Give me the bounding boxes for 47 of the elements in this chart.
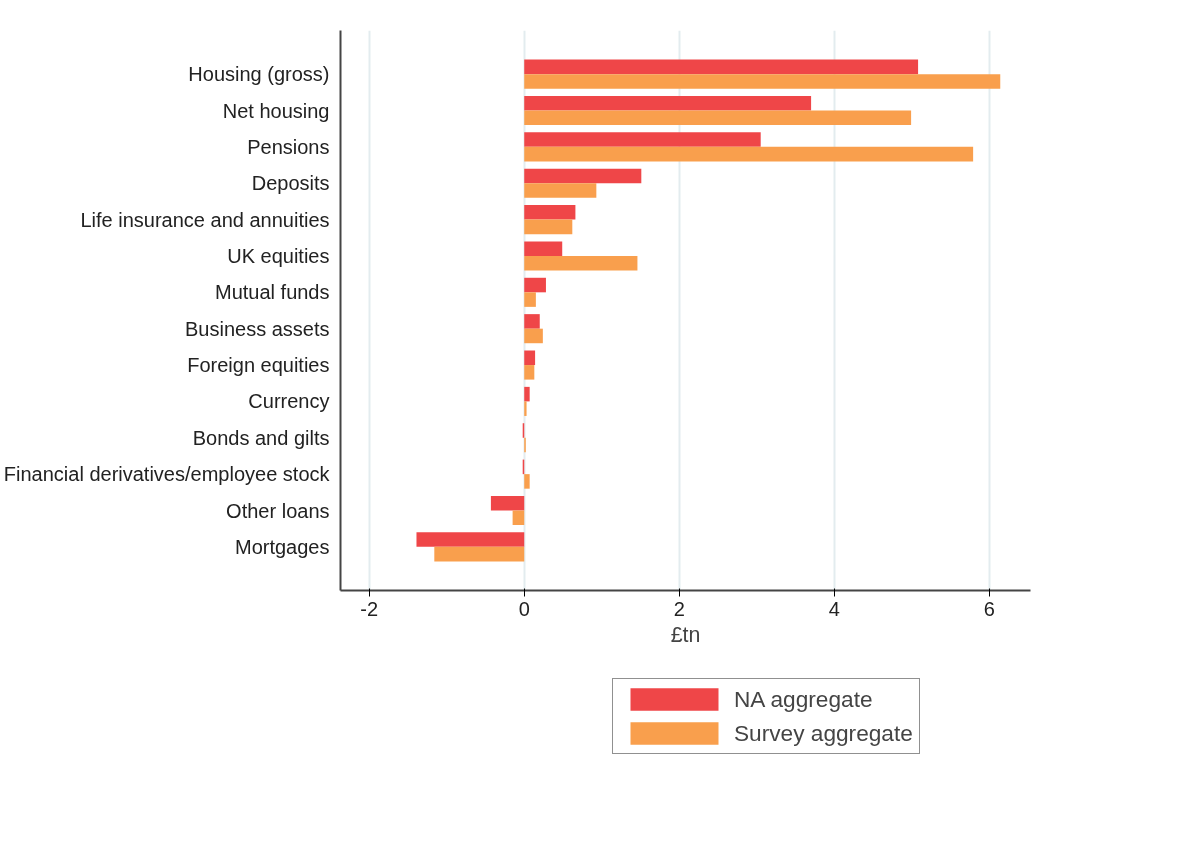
bar bbox=[524, 350, 536, 366]
x-tick-label: 4 bbox=[828, 597, 840, 620]
bar bbox=[434, 546, 525, 562]
bar bbox=[524, 292, 536, 307]
x-tick-label: -2 bbox=[360, 597, 379, 620]
bar bbox=[524, 110, 912, 126]
bar bbox=[524, 277, 546, 293]
legend-label: Survey aggregate bbox=[734, 719, 913, 747]
x-tick-label: 6 bbox=[983, 597, 995, 620]
y-tick-label: Mortgages bbox=[235, 535, 330, 558]
y-tick-label: Deposits bbox=[251, 172, 330, 195]
bar bbox=[524, 59, 919, 75]
bar bbox=[524, 168, 642, 184]
x-tick-label: 0 bbox=[518, 597, 530, 620]
bar bbox=[490, 495, 525, 511]
bar bbox=[524, 386, 530, 402]
bar bbox=[524, 132, 761, 147]
y-tick-label: Housing (gross) bbox=[188, 63, 330, 86]
bar bbox=[524, 241, 563, 256]
bar bbox=[524, 255, 638, 271]
y-tick-label: UK equities bbox=[227, 244, 330, 267]
y-tick-label: Pensions bbox=[247, 135, 330, 158]
y-tick-label: Bonds and gilts bbox=[192, 426, 330, 449]
bar bbox=[524, 205, 576, 220]
bar bbox=[524, 474, 530, 489]
y-tick-label: Financial derivatives/employee stock bbox=[3, 463, 331, 486]
y-tick-label: Business assets bbox=[184, 317, 330, 340]
bar bbox=[524, 401, 527, 416]
bar bbox=[416, 532, 525, 547]
bar bbox=[512, 510, 525, 526]
y-tick-label: Net housing bbox=[222, 99, 330, 122]
y-tick-label: Currency bbox=[248, 390, 330, 413]
bar bbox=[524, 314, 540, 329]
bar bbox=[524, 95, 812, 111]
x-axis-title: £tn bbox=[670, 622, 701, 647]
y-tick-label: Life insurance and annuities bbox=[80, 208, 330, 231]
bar bbox=[524, 365, 535, 380]
y-tick-label: Other loans bbox=[226, 499, 330, 522]
bar bbox=[524, 219, 573, 235]
y-tick-label: Foreign equities bbox=[187, 354, 330, 377]
bar bbox=[524, 183, 597, 198]
y-tick-label: Mutual funds bbox=[214, 281, 330, 304]
bar bbox=[524, 328, 543, 344]
bar bbox=[524, 146, 974, 162]
bar bbox=[524, 74, 1001, 89]
legend-label: NA aggregate bbox=[734, 685, 873, 713]
x-tick-label: 2 bbox=[673, 597, 685, 620]
